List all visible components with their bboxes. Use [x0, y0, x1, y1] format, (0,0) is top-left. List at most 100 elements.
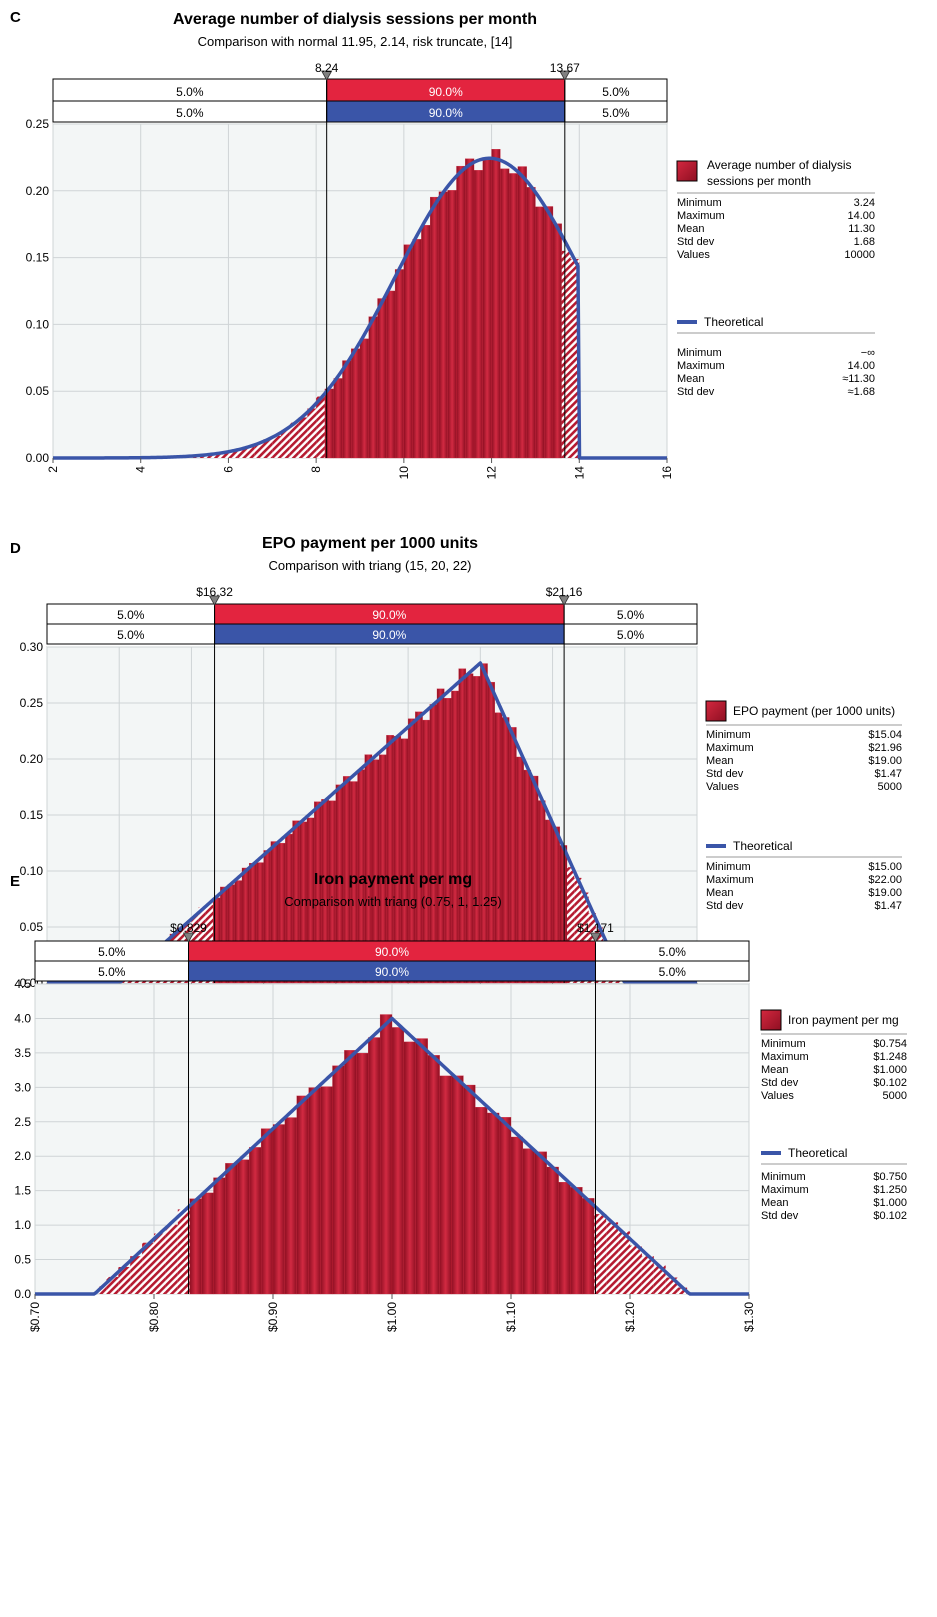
- histogram-bar: [320, 1086, 333, 1295]
- x-tick-label: 8: [309, 466, 323, 473]
- delimiter-handle[interactable]: [182, 932, 195, 943]
- stat-value: $1.248: [873, 1051, 907, 1063]
- y-tick-label: 2.0: [14, 1149, 31, 1163]
- stat-value: ≈11.30: [842, 373, 875, 385]
- stat-label: Maximum: [706, 742, 754, 754]
- chart-subtitle: Comparison with triang (15, 20, 22): [268, 558, 471, 573]
- stat-value: 11.30: [848, 223, 875, 235]
- stat-label: Maximum: [706, 874, 754, 886]
- histogram-bar: [377, 298, 387, 459]
- histogram-bar: [333, 378, 343, 459]
- chart-subtitle: Comparison with triang (0.75, 1, 1.25): [284, 894, 502, 909]
- delimiter-handle[interactable]: [208, 595, 221, 606]
- histogram-bar: [351, 348, 361, 459]
- stat-label: Minimum: [761, 1171, 806, 1183]
- band-simulated: 5.0% 90.0% 5.0%: [52, 78, 668, 102]
- chart-title: Iron payment per mg: [314, 871, 472, 888]
- band-theoretical: 5.0% 90.0% 5.0%: [52, 100, 668, 123]
- band-left-label: 5.0%: [176, 85, 204, 99]
- stat-label: Values: [761, 1090, 794, 1102]
- chart-panel-d: D EPO payment per 1000 units Comparison wi…: [10, 535, 902, 1011]
- stat-value: $1.250: [873, 1184, 907, 1196]
- x-tick-label: 6: [221, 466, 235, 473]
- histogram-bar: [298, 417, 308, 458]
- histogram-bar: [508, 173, 519, 459]
- y-tick-label: 0.5: [14, 1253, 31, 1267]
- histogram-bar: [386, 290, 396, 459]
- y-tick-label: 0.0: [14, 1287, 31, 1301]
- stat-label: Std dev: [677, 236, 715, 248]
- histogram-bar: [368, 316, 378, 459]
- delimiter-handle[interactable]: [558, 595, 570, 606]
- y-tick-label: 0.25: [20, 696, 44, 710]
- histogram-bar: [552, 223, 562, 459]
- histogram-bar: [201, 1192, 214, 1295]
- histogram-bar: [630, 1245, 642, 1294]
- histogram-bar: [379, 1014, 393, 1295]
- histogram-bar: [412, 239, 422, 459]
- x-tick-label: 14: [572, 466, 586, 480]
- stat-value: 3.24: [854, 197, 875, 209]
- stat-label: Maximum: [677, 360, 725, 372]
- stat-label: Std dev: [677, 386, 715, 398]
- stat-value: 5000: [883, 1090, 907, 1102]
- band-middle-label: 90.0%: [375, 965, 409, 979]
- histogram-bar: [403, 1041, 416, 1295]
- simulated-legend-label: Iron payment per mg: [788, 1013, 899, 1027]
- chart-subtitle: Comparison with normal 11.95, 2.14, risk…: [198, 34, 513, 49]
- band-left-label: 5.0%: [176, 106, 204, 120]
- histogram-bar: [439, 1075, 452, 1295]
- delimiter-value: $1.171: [577, 921, 614, 935]
- histogram-bar: [142, 1242, 154, 1294]
- histogram-bar: [472, 676, 481, 984]
- histogram-bar: [106, 1276, 119, 1294]
- y-tick-label: 0.20: [20, 752, 44, 766]
- histogram-bar: [403, 244, 413, 459]
- histogram-bar: [421, 225, 431, 459]
- histogram-bar: [210, 453, 220, 458]
- stat-value: $15.04: [868, 729, 902, 741]
- stat-value: $1.000: [873, 1064, 907, 1076]
- stat-value: 5000: [878, 781, 902, 793]
- histogram-bar: [237, 448, 246, 458]
- histogram-bar: [544, 206, 554, 459]
- delimiter-handle[interactable]: [589, 932, 602, 943]
- simulated-swatch-icon: [705, 700, 727, 722]
- stat-label: Std dev: [706, 768, 744, 780]
- histogram-bar: [522, 1148, 535, 1295]
- band-middle-label: 90.0%: [372, 608, 406, 622]
- y-tick-label: 0.10: [26, 317, 50, 331]
- x-tick-label: 2: [46, 466, 60, 473]
- y-tick-label: 4.5: [14, 977, 31, 991]
- histogram-bars: [122, 663, 622, 984]
- histogram-bar: [526, 187, 536, 459]
- stat-value: $0.754: [873, 1038, 907, 1050]
- histogram-bar: [570, 258, 580, 458]
- delimiter-handle[interactable]: [320, 70, 333, 81]
- histogram-bar: [427, 1055, 440, 1295]
- histogram-bar: [272, 435, 282, 458]
- delimiter-value: $16.32: [196, 585, 233, 599]
- histogram-bar: [368, 1037, 381, 1295]
- histogram-bar: [249, 1147, 262, 1295]
- panel-letter: E: [10, 873, 20, 890]
- histogram-bar: [281, 429, 290, 458]
- x-tick-label: $1.00: [385, 1302, 399, 1332]
- stat-label: Minimum: [677, 347, 722, 359]
- histogram-bar: [500, 168, 510, 459]
- y-tick-label: 0.20: [26, 184, 50, 198]
- band-simulated: 5.0% 90.0% 5.0%: [46, 603, 698, 625]
- delimiter-handle[interactable]: [559, 70, 571, 81]
- delimiter-value: $0.829: [170, 921, 207, 935]
- stat-label: Mean: [677, 223, 705, 235]
- theoretical-legend-label: Theoretical: [733, 839, 792, 853]
- theoretical-legend-label: Theoretical: [788, 1146, 847, 1160]
- band-right-label: 5.0%: [617, 608, 645, 622]
- stat-label: Std dev: [761, 1077, 799, 1089]
- histogram-bar: [473, 170, 483, 459]
- chart-panel-c: C Average number of dialysis sessions per…: [10, 9, 875, 479]
- histogram-bar: [561, 250, 571, 458]
- stat-label: Mean: [706, 887, 734, 899]
- histogram-bar: [594, 1214, 607, 1294]
